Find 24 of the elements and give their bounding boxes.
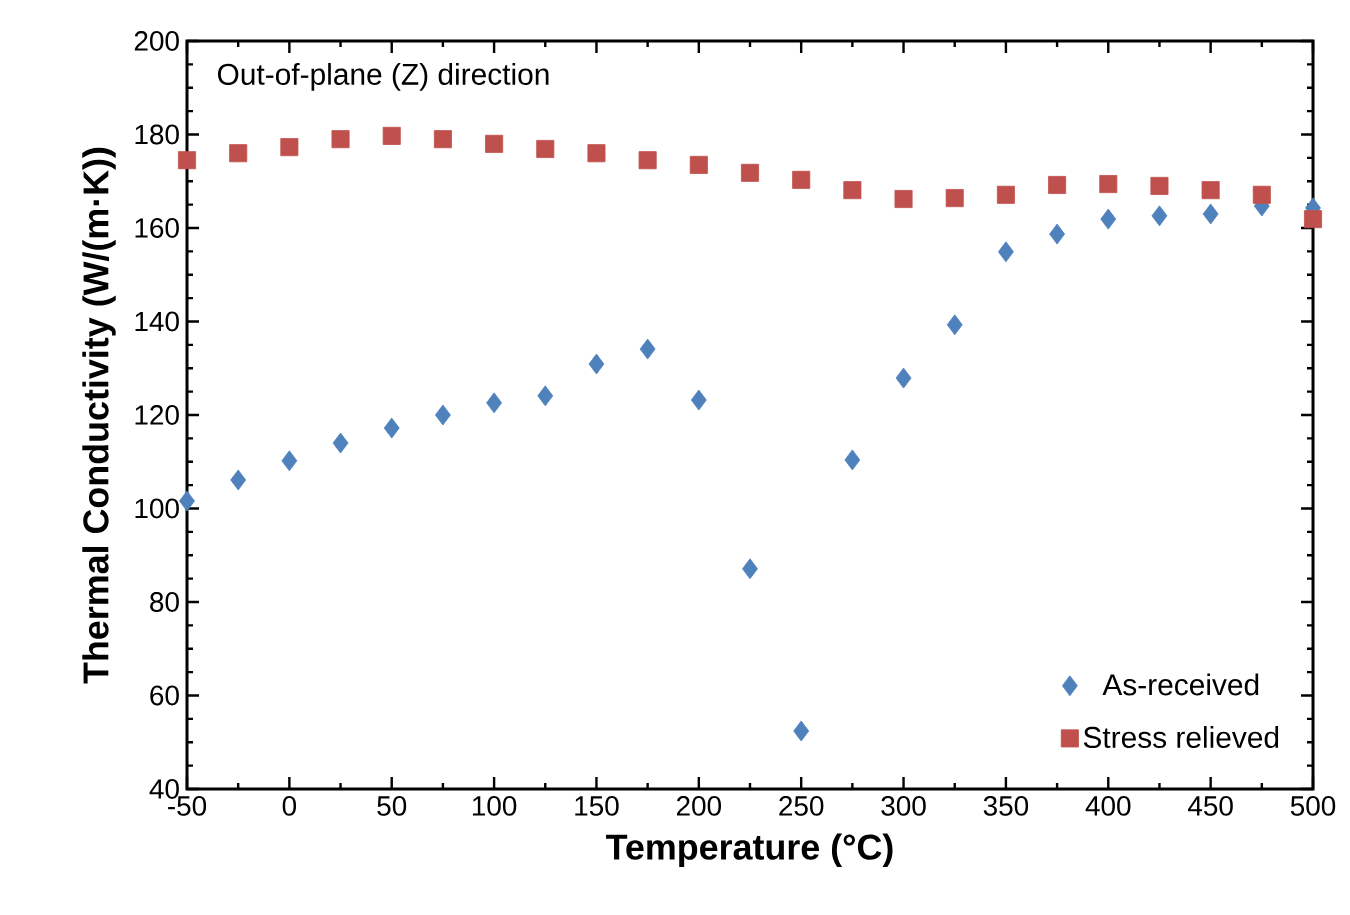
y-tick-label: 140 <box>135 311 179 332</box>
x-tick-label: 300 <box>881 796 926 816</box>
x-tick-label: 150 <box>575 796 619 816</box>
y-tick-label: 120 <box>135 405 179 425</box>
x-tick-label: 350 <box>983 796 1029 816</box>
y-tick-label: 80 <box>150 592 179 612</box>
y-tick-label: 180 <box>135 124 179 145</box>
y-tick-label: 200 <box>134 31 179 51</box>
x-tick-label: 250 <box>779 796 824 816</box>
legend-label: Stress relieved <box>1083 726 1279 749</box>
y-tick-label: 100 <box>135 498 179 519</box>
x-tick-label: 0 <box>282 796 297 816</box>
x-tick-label: 50 <box>377 796 407 816</box>
x-tick-label: 450 <box>1187 796 1233 816</box>
x-tick-label: 400 <box>1085 796 1131 816</box>
y-tick-label: 160 <box>135 218 179 238</box>
legend-label: As-received <box>1102 673 1259 696</box>
x-tick-label: 200 <box>676 796 722 816</box>
x-tick-label: 500 <box>1290 796 1336 816</box>
annotation: Out-of-plane (Z) direction <box>217 63 549 91</box>
y-axis-title: Thermal Conductivity (W/(m·K)) <box>82 147 116 684</box>
x-tick-label: 100 <box>472 796 517 816</box>
x-axis-title: Temperature (°C) <box>606 833 893 867</box>
y-tick-label: 60 <box>150 685 179 706</box>
